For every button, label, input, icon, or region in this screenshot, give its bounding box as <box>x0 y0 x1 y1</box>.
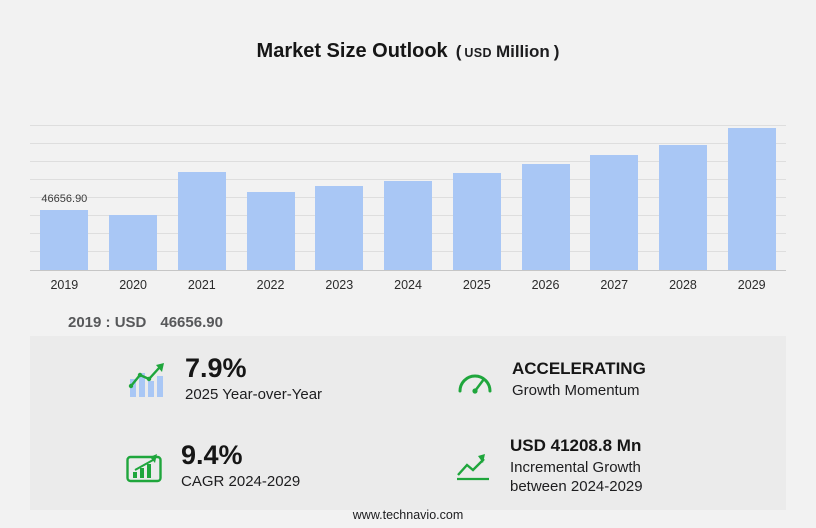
x-axis-label-2020: 2020 <box>119 278 147 292</box>
gridline <box>30 161 786 162</box>
stat-momentum: ACCELERATING Growth Momentum <box>408 336 786 423</box>
bar-2023 <box>315 186 364 270</box>
footer: www.technavio.com <box>0 508 816 522</box>
bar-column-2021 <box>167 125 236 270</box>
stat-incremental-label: Incremental Growth <box>510 459 641 477</box>
gridline <box>30 125 786 126</box>
x-axis-label-2024: 2024 <box>394 278 422 292</box>
stat-incremental-label2: between 2024-2029 <box>510 478 643 495</box>
title-unit-million: Million <box>495 42 550 61</box>
callout-prefix: 2019 : USD <box>68 314 147 331</box>
x-axis-label-2019: 2019 <box>50 278 79 292</box>
bar-column-2027 <box>580 125 649 270</box>
bar-column-2019: 46656.90 <box>30 125 99 270</box>
bar-column-2023 <box>305 125 374 270</box>
x-axis-label-2025: 2025 <box>462 278 491 292</box>
stat-momentum-label: Growth Momentum <box>512 381 640 399</box>
bars-container: 46656.90 <box>30 125 786 270</box>
title-unit-usd: USD <box>464 46 492 60</box>
callout-value: 46656.90 <box>160 314 223 331</box>
bar-2029 <box>727 128 776 270</box>
bar-column-2029 <box>717 125 786 270</box>
stat-cagr-text: 9.4% CAGR 2024-2029 <box>181 441 300 491</box>
stat-incremental: USD 41208.8 Mn Incremental Growth betwee… <box>408 423 786 510</box>
stat-cagr: 9.4% CAGR 2024-2029 <box>30 423 408 510</box>
x-axis-label-2027: 2027 <box>600 278 629 292</box>
stat-yoy: 7.9% 2025 Year-over-Year <box>30 336 408 423</box>
stats-panel: 7.9% 2025 Year-over-Year ACCELERATING Gr… <box>30 336 786 510</box>
page-title: Market Size Outlook (USD Million) <box>0 40 816 63</box>
x-axis-label-2023: 2023 <box>325 278 354 292</box>
gridline <box>30 143 786 144</box>
bar-column-2022 <box>236 125 305 270</box>
bar-column-2028 <box>649 125 718 270</box>
speedometer-icon <box>458 374 492 394</box>
bar-data-label: 46656.90 <box>41 193 88 205</box>
stat-yoy-value: 7.9% <box>185 353 247 384</box>
bar-column-2025 <box>442 125 511 270</box>
chart-plot-area: 46656.90 <box>30 125 786 271</box>
stat-yoy-label: 2025 Year-over-Year <box>185 385 323 403</box>
gridline <box>30 179 786 180</box>
stat-cagr-label: CAGR 2024-2029 <box>181 472 301 490</box>
stat-momentum-value: ACCELERATING <box>512 358 646 378</box>
bar-2020 <box>109 215 158 270</box>
stat-cagr-value: 9.4% <box>181 440 243 471</box>
yoy-bars-trend-icon <box>128 362 164 397</box>
stat-incremental-value: USD 41208.8 Mn <box>510 436 642 456</box>
bar-chart: 46656.90 2019 2020 2021 2022 2023 2024 2025 202… <box>30 125 786 292</box>
title-paren-open: ( <box>455 42 462 61</box>
x-axis-label-2022: 2022 <box>256 278 285 292</box>
bar-2019 <box>40 210 89 270</box>
first-year-callout: 2019 : USD 46656.90 <box>68 314 223 331</box>
bar-2028 <box>658 145 707 270</box>
x-axis-label-2021: 2021 <box>187 278 216 292</box>
bar-2026 <box>521 164 570 270</box>
stat-incremental-text: USD 41208.8 Mn Incremental Growth betwee… <box>510 436 643 497</box>
bar-column-2020 <box>99 125 168 270</box>
stat-momentum-text: ACCELERATING Growth Momentum <box>512 359 646 401</box>
bar-2024 <box>384 181 433 270</box>
bar-column-2024 <box>374 125 443 270</box>
cagr-chart-icon <box>126 453 162 482</box>
x-axis-label-2026: 2026 <box>531 278 560 292</box>
bar-column-2026 <box>511 125 580 270</box>
bar-2027 <box>590 155 639 270</box>
title-text: Market Size Outlook <box>256 40 448 62</box>
bar-2021 <box>177 172 226 270</box>
title-paren-close: ) <box>553 42 560 61</box>
x-axis-label-2028: 2028 <box>669 278 697 292</box>
incremental-growth-icon <box>457 453 489 480</box>
x-axis-labels: 2019 2020 2021 2022 2023 2024 2025 2026 2027 2028… <box>30 278 786 292</box>
bar-2025 <box>452 173 501 270</box>
stat-yoy-text: 7.9% 2025 Year-over-Year <box>185 354 322 404</box>
footer-link[interactable]: www.technavio.com <box>352 508 464 522</box>
bar-2022 <box>246 192 295 270</box>
x-axis-label-2029: 2029 <box>737 278 766 292</box>
